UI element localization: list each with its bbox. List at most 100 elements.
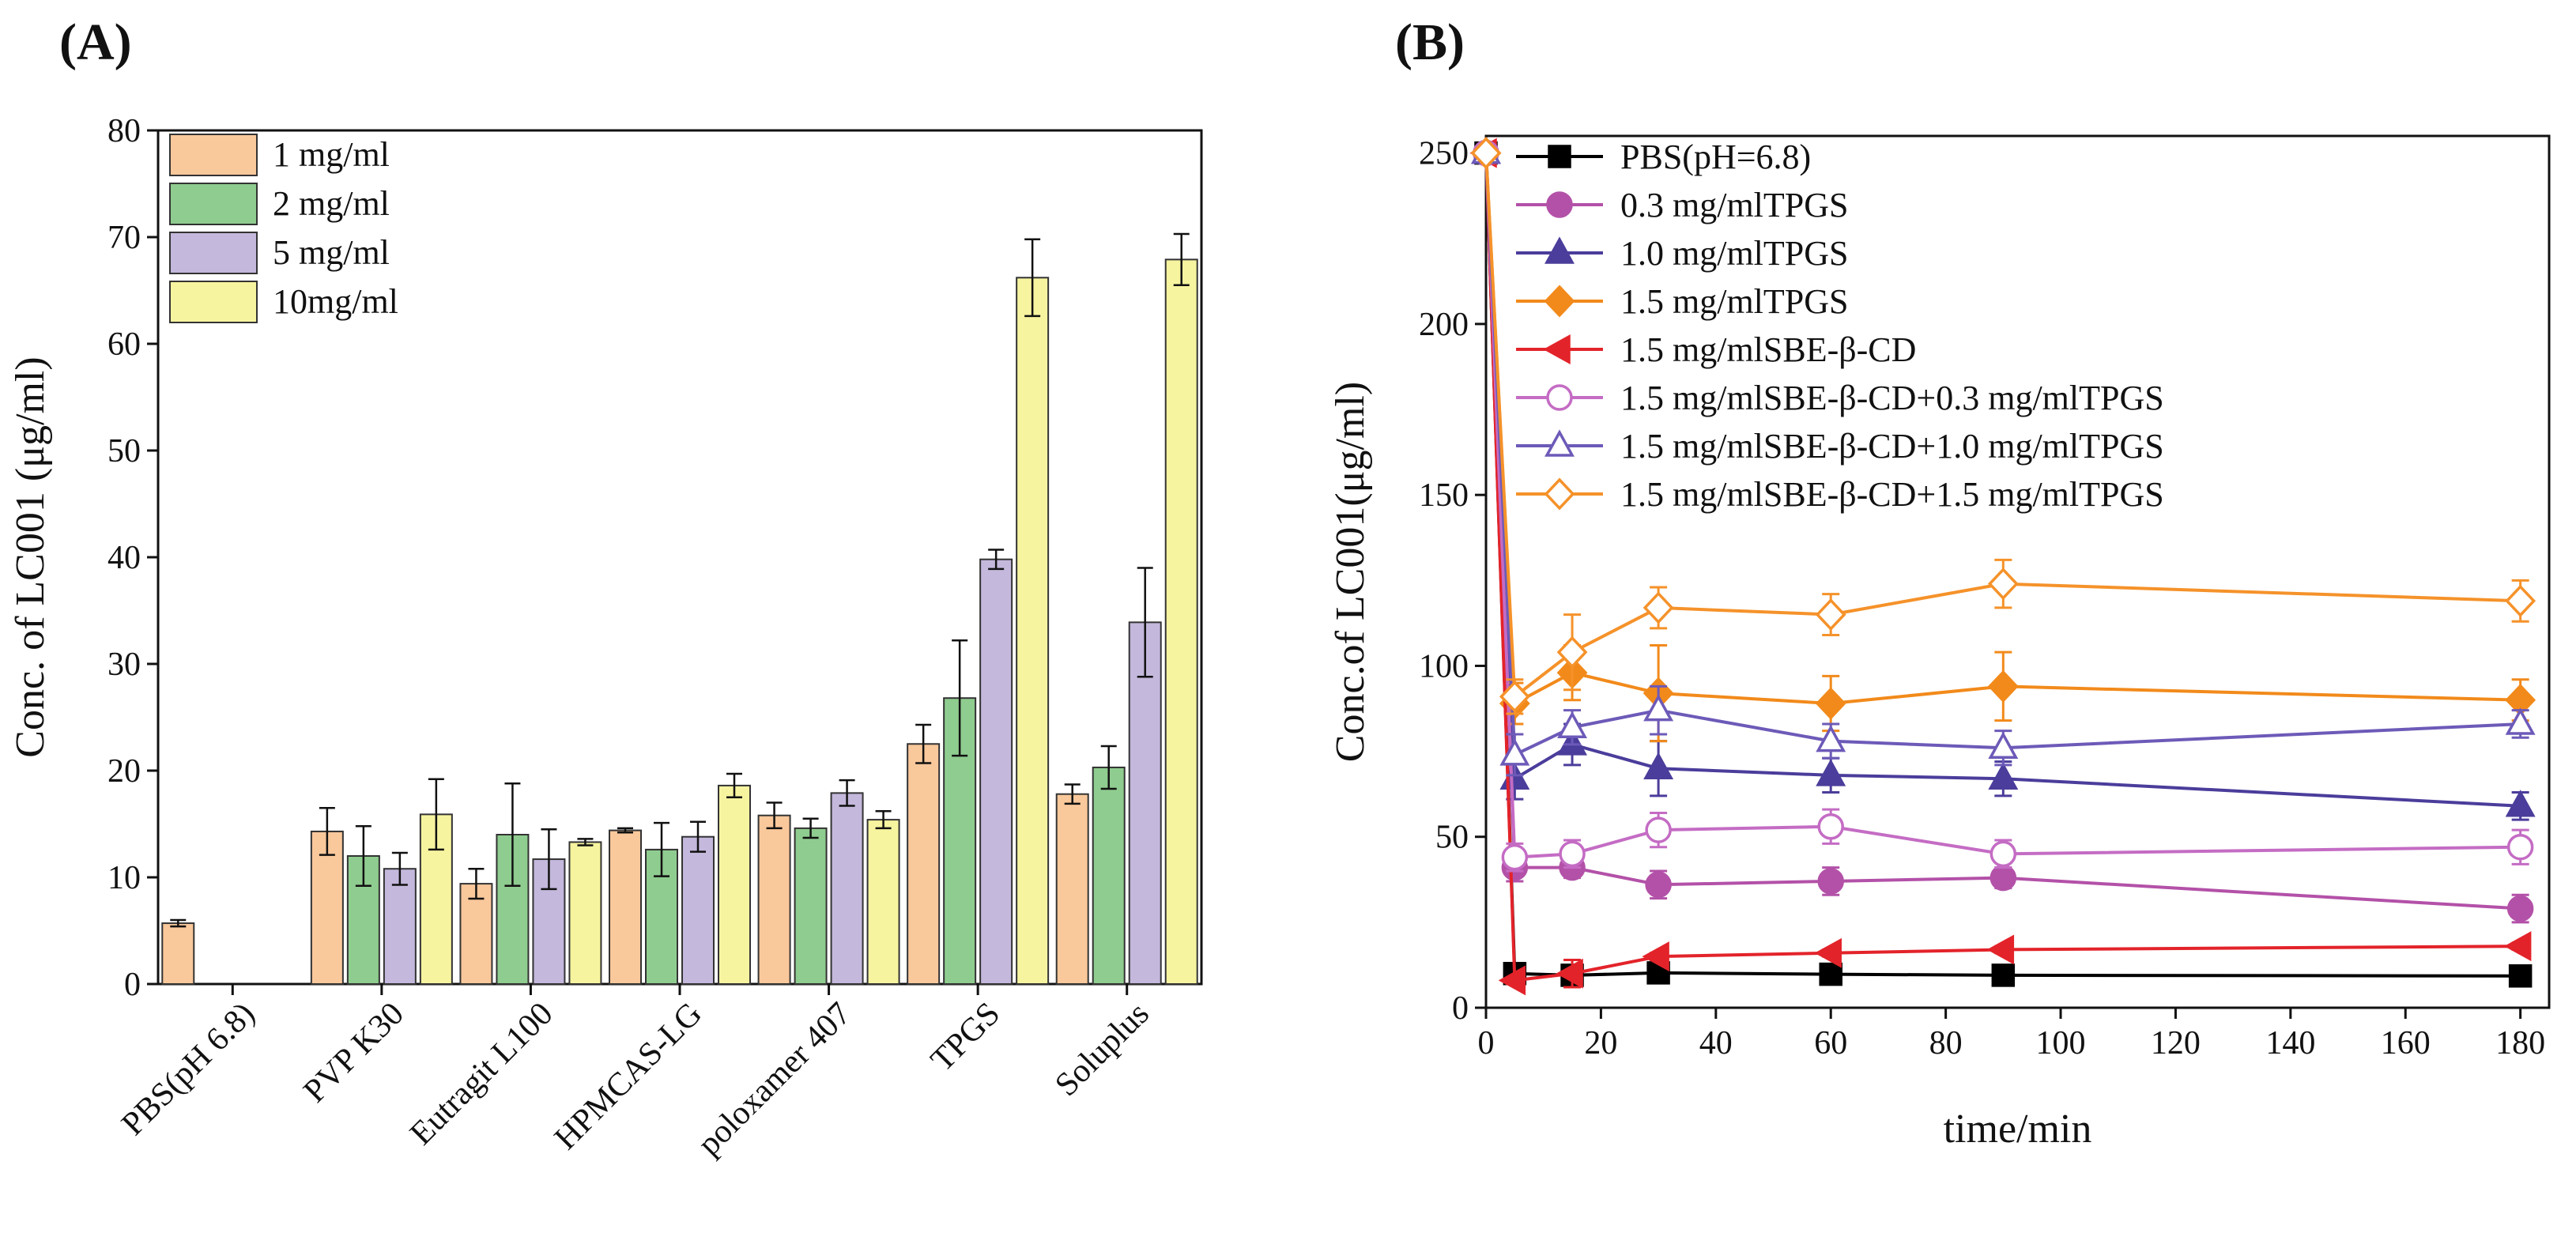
error-bar-5-mg-ml-pvp-k30 bbox=[391, 851, 408, 886]
data-point bbox=[2505, 707, 2536, 735]
bar-5-mg-ml-soluplus bbox=[1128, 621, 1162, 985]
data-point bbox=[1556, 958, 1583, 989]
data-point bbox=[1816, 759, 1846, 786]
error-bar-5-mg-ml-hpmcas-lg bbox=[690, 820, 706, 853]
y-tick-label-a: 0 bbox=[124, 967, 141, 1003]
data-point bbox=[1645, 871, 1672, 899]
legend-a: 1 mg/ml 2 mg/ml 5 mg/ml 10mg/ml bbox=[169, 134, 398, 323]
y-tick-label-b: 0 bbox=[1452, 990, 1469, 1027]
legend-item-1-5-mg-mlsbe-cd: 1.5 mg/mlSBE-β-CD bbox=[1516, 330, 1916, 369]
legend-item-1-5-mg-mltpgs: 1.5 mg/mlTPGS bbox=[1516, 282, 1849, 321]
legend-item-2-mg-ml: 2 mg/ml bbox=[169, 183, 390, 225]
data-point bbox=[1991, 963, 2016, 987]
y-tick-label-b: 50 bbox=[1435, 820, 1469, 856]
bar-10mg-ml-poloxamer-407 bbox=[866, 819, 900, 985]
x-tick-label-b: 120 bbox=[2151, 1025, 2201, 1061]
panel-a-label: (A) bbox=[59, 13, 132, 71]
legend-item-5-mg-ml: 5 mg/ml bbox=[169, 232, 390, 274]
data-point bbox=[2505, 584, 2536, 617]
error-bar-2-mg-ml-eutragit-l100 bbox=[504, 782, 521, 888]
y-tick-label-a: 20 bbox=[107, 753, 141, 790]
legend-label: 1.5 mg/mlSBE-β-CD+1.0 mg/mlTPGS bbox=[1620, 427, 2164, 466]
y-tick-label-a: 10 bbox=[107, 860, 141, 896]
x-tick-label-soluplus: Soluplus bbox=[1048, 996, 1156, 1104]
data-point bbox=[1990, 864, 2017, 892]
data-point bbox=[2504, 931, 2532, 962]
bar-5-mg-ml-pvp-k30 bbox=[383, 868, 417, 985]
data-point bbox=[1499, 680, 1530, 713]
error-bar-10mg-ml-eutragit-l100 bbox=[577, 838, 594, 847]
legend-label: 1.0 mg/mlTPGS bbox=[1620, 234, 1849, 273]
line-chart-panel-b: 0 50 100 150 200 250 0 20 40 60 80 100 120 140 160 180 t… bbox=[1328, 134, 2551, 1152]
error-bar-5-mg-ml-poloxamer-407 bbox=[839, 779, 855, 807]
data-point bbox=[1559, 840, 1586, 868]
y-tick-label-b: 100 bbox=[1419, 648, 1469, 684]
x-tick-label-b: 60 bbox=[1814, 1025, 1847, 1061]
bar-10mg-ml-pvp-k30 bbox=[419, 813, 453, 985]
legend-marker bbox=[1546, 384, 1573, 411]
data-point bbox=[2506, 895, 2534, 922]
error-bar-5-mg-ml-soluplus bbox=[1137, 567, 1153, 678]
legend-marker bbox=[1546, 191, 1573, 218]
bar-1-mg-ml-pvp-k30 bbox=[310, 830, 344, 985]
error-bar-2-mg-ml-tpgs bbox=[952, 639, 968, 757]
legend-marker bbox=[1543, 334, 1571, 364]
legend-label: 1.5 mg/mlSBE-β-CD bbox=[1620, 330, 1916, 369]
legend-label: 5 mg/ml bbox=[273, 233, 390, 272]
legend-item-1-5-mg-mlsbe-cd-1-5-mg-mltpgs: 1.5 mg/mlSBE-β-CD+1.5 mg/mlTPGS bbox=[1516, 475, 2164, 514]
legend-swatch bbox=[169, 281, 258, 323]
legend-item-1-0-mg-mltpgs: 1.0 mg/mlTPGS bbox=[1516, 234, 1849, 273]
data-point bbox=[1643, 694, 1674, 722]
legend-marker bbox=[1544, 285, 1575, 318]
bar-2-mg-ml-soluplus bbox=[1092, 766, 1126, 985]
x-tick-label-b: 140 bbox=[2265, 1025, 2315, 1061]
x-tick-label-b: 80 bbox=[1929, 1025, 1963, 1061]
legend-label: 1 mg/ml bbox=[273, 135, 390, 174]
bar-10mg-ml-soluplus bbox=[1164, 258, 1198, 986]
error-bar-10mg-ml-soluplus bbox=[1173, 232, 1190, 286]
legend-label: 1.5 mg/mlSBE-β-CD+0.3 mg/mlTPGS bbox=[1620, 379, 2164, 417]
data-point bbox=[1643, 591, 1674, 624]
bar-1-mg-ml-tpgs bbox=[907, 743, 941, 985]
x-tick-label-b: 160 bbox=[2381, 1025, 2431, 1061]
y-axis-title-b: Conc.of LC001(μg/ml) bbox=[1328, 382, 1373, 762]
x-tick-label-tpgs: TPGS bbox=[924, 996, 1007, 1079]
data-point bbox=[2508, 964, 2533, 988]
data-point bbox=[1815, 598, 1846, 632]
data-point bbox=[1987, 567, 2019, 601]
bar-5-mg-ml-hpmcas-lg bbox=[681, 835, 715, 985]
x-tick-label-b: 180 bbox=[2495, 1025, 2545, 1061]
error-bar-1-mg-ml-pvp-k30 bbox=[319, 807, 335, 856]
bar-10mg-ml-eutragit-l100 bbox=[568, 841, 602, 985]
error-bar-1-mg-ml-hpmcas-lg bbox=[617, 827, 633, 834]
y-tick-label-a: 30 bbox=[107, 647, 141, 683]
legend-swatch bbox=[169, 232, 258, 274]
legend-label: 10mg/ml bbox=[273, 282, 398, 321]
y-tick-label-b: 150 bbox=[1419, 477, 1469, 514]
legend-item-1-mg-ml: 1 mg/ml bbox=[169, 134, 390, 176]
x-tick-label-eutragit-l100: Eutragit L100 bbox=[403, 996, 560, 1152]
y-tick-label-a: 40 bbox=[107, 540, 141, 576]
error-bar-2-mg-ml-pvp-k30 bbox=[355, 824, 372, 888]
data-point bbox=[1987, 669, 2019, 703]
bar-1-mg-ml-poloxamer-407 bbox=[757, 814, 791, 985]
data-point bbox=[1817, 813, 1844, 840]
x-tick-label-poloxamer-407: poloxamer 407 bbox=[691, 996, 858, 1163]
error-bar-2-mg-ml-soluplus bbox=[1100, 745, 1117, 790]
data-point bbox=[1815, 687, 1846, 720]
y-tick-label-a: 60 bbox=[107, 326, 141, 363]
data-point bbox=[1501, 843, 1529, 871]
data-point bbox=[1557, 711, 1588, 739]
error-bar-1-mg-ml-pbs-ph-6-8 bbox=[170, 918, 187, 928]
data-point bbox=[1645, 816, 1672, 843]
y-tick-label-a: 80 bbox=[107, 113, 141, 149]
plot-frame-b bbox=[1484, 134, 2551, 1009]
error-bar-1-mg-ml-eutragit-l100 bbox=[468, 867, 485, 900]
data-point bbox=[1819, 962, 1842, 986]
bar-10mg-ml-tpgs bbox=[1016, 277, 1050, 985]
legend-swatch bbox=[169, 134, 258, 176]
data-point bbox=[2506, 833, 2534, 861]
error-bar-1-mg-ml-poloxamer-407 bbox=[766, 801, 783, 830]
legend-item-1-5-mg-mlsbe-cd-0-3-mg-mltpgs: 1.5 mg/mlSBE-β-CD+0.3 mg/mlTPGS bbox=[1516, 379, 2164, 417]
y-tick-label-b: 250 bbox=[1419, 136, 1469, 172]
